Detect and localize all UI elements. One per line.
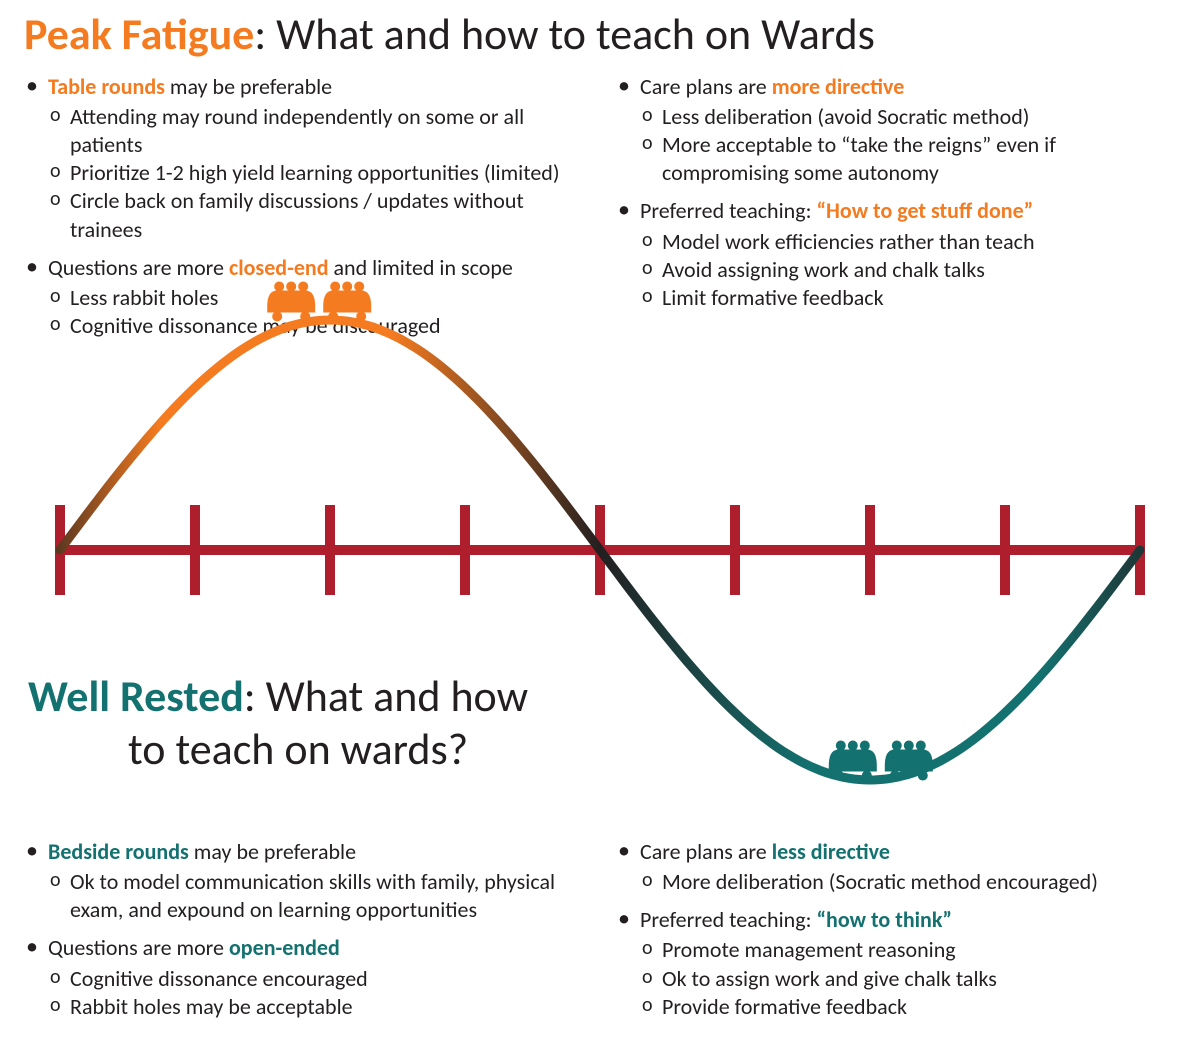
well-rested-heading: Well Rested: What and how to teach on wa… — [28, 670, 668, 788]
sub-item: Cognitive dissonance may be discouraged — [50, 312, 588, 340]
bullet-head: Care plans are less directive — [640, 838, 890, 865]
sub-item: More acceptable to “take the reigns” eve… — [642, 131, 1180, 187]
bullet-head: Table rounds may be preferable — [48, 73, 332, 100]
top-left-column: Table rounds may be preferable Attending … — [20, 73, 588, 350]
sub-item: Less rabbit holes — [50, 284, 588, 312]
title-rest-2: to teach on wards? — [28, 723, 668, 776]
infographic-root: Peak Fatigue: What and how to teach on W… — [0, 0, 1200, 1046]
sub-item: Limit formative feedback — [642, 284, 1180, 312]
bullet-head: Preferred teaching: “How to get stuff do… — [640, 197, 1033, 224]
sub-list: Less rabbit holesCognitive dissonance ma… — [48, 284, 588, 340]
bullet-head: Questions are more open-ended — [48, 934, 340, 961]
bullet-item: Bedside rounds may be preferable Ok to mo… — [48, 838, 588, 924]
sub-item: Avoid assigning work and chalk talks — [642, 256, 1180, 284]
sub-item: Cognitive dissonance encouraged — [50, 965, 588, 993]
well-rested-section: Bedside rounds may be preferable Ok to mo… — [20, 838, 1180, 1031]
bullet-head: Bedside rounds may be preferable — [48, 838, 356, 865]
sub-list: Ok to model communication skills with fa… — [48, 868, 588, 924]
bullet-item: Questions are more closed-end and limite… — [48, 254, 588, 340]
title-lead: Peak Fatigue — [24, 7, 254, 61]
bullet-item: Care plans are more directive Less delibe… — [640, 73, 1180, 188]
sub-list: Promote management reasoningOk to assign… — [640, 936, 1180, 1020]
sub-list: More deliberation (Socratic method encou… — [640, 868, 1180, 896]
sub-item: Ok to assign work and give chalk talks — [642, 965, 1180, 993]
bullet-item: Care plans are less directive More delibe… — [640, 838, 1180, 896]
bottom-right-column: Care plans are less directive More delibe… — [612, 838, 1180, 1031]
bottom-left-column: Bedside rounds may be preferable Ok to mo… — [20, 838, 588, 1031]
bullet-list: Care plans are less directive More delibe… — [612, 838, 1180, 1021]
sub-list: Cognitive dissonance encouragedRabbit ho… — [48, 965, 588, 1021]
bullet-item: Preferred teaching: “how to think” Promot… — [640, 906, 1180, 1021]
bullet-head: Preferred teaching: “how to think” — [640, 906, 952, 933]
top-columns: Table rounds may be preferable Attending … — [20, 73, 1180, 350]
bullet-highlight: “how to think” — [816, 906, 952, 933]
bullet-item: Questions are more open-ended Cognitive d… — [48, 934, 588, 1020]
peak-fatigue-title: Peak Fatigue: What and how to teach on W… — [24, 8, 1180, 61]
bullet-highlight: closed-end — [229, 254, 329, 281]
title-rest: : What and how to teach on Wards — [254, 7, 875, 61]
sub-item: Attending may round independently on som… — [50, 103, 588, 159]
sub-item: Model work efficiencies rather than teac… — [642, 228, 1180, 256]
sub-item: Prioritize 1-2 high yield learning oppor… — [50, 159, 588, 187]
bullet-item: Table rounds may be preferable Attending … — [48, 73, 588, 244]
bullet-head: Questions are more closed-end and limite… — [48, 254, 513, 281]
coaster-car-bottom-icon — [829, 741, 933, 781]
sub-item: Ok to model communication skills with fa… — [50, 868, 588, 924]
bullet-list: Bedside rounds may be preferable Ok to mo… — [20, 838, 588, 1021]
title-rest-1: : What and how — [244, 669, 528, 723]
bullet-head: Care plans are more directive — [640, 73, 904, 100]
sub-item: More deliberation (Socratic method encou… — [642, 868, 1180, 896]
bottom-columns: Bedside rounds may be preferable Ok to mo… — [20, 838, 1180, 1031]
track-axis — [60, 505, 1140, 595]
peak-fatigue-section: Peak Fatigue: What and how to teach on W… — [20, 8, 1180, 350]
well-rested-title: Well Rested: What and how to teach on wa… — [28, 670, 668, 776]
sub-item: Less deliberation (avoid Socratic method… — [642, 103, 1180, 131]
bullet-item: Preferred teaching: “How to get stuff do… — [640, 197, 1180, 312]
sub-list: Model work efficiencies rather than teac… — [640, 228, 1180, 312]
sub-list: Attending may round independently on som… — [48, 103, 588, 244]
bullet-highlight: more directive — [772, 73, 905, 100]
bullet-highlight: Table rounds — [48, 73, 165, 100]
bullet-highlight: less directive — [772, 838, 890, 865]
sub-item: Circle back on family discussions / upda… — [50, 187, 588, 243]
sub-list: Less deliberation (avoid Socratic method… — [640, 103, 1180, 187]
bullet-list: Table rounds may be preferable Attending … — [20, 73, 588, 340]
sub-item: Promote management reasoning — [642, 936, 1180, 964]
sub-item: Provide formative feedback — [642, 993, 1180, 1021]
title-lead: Well Rested — [28, 669, 244, 723]
top-right-column: Care plans are more directive Less delibe… — [612, 73, 1180, 350]
sub-item: Rabbit holes may be acceptable — [50, 993, 588, 1021]
bullet-list: Care plans are more directive Less delibe… — [612, 73, 1180, 312]
bullet-highlight: “How to get stuff done” — [816, 197, 1033, 224]
bullet-highlight: open-ended — [229, 934, 340, 961]
bullet-highlight: Bedside rounds — [48, 838, 189, 865]
